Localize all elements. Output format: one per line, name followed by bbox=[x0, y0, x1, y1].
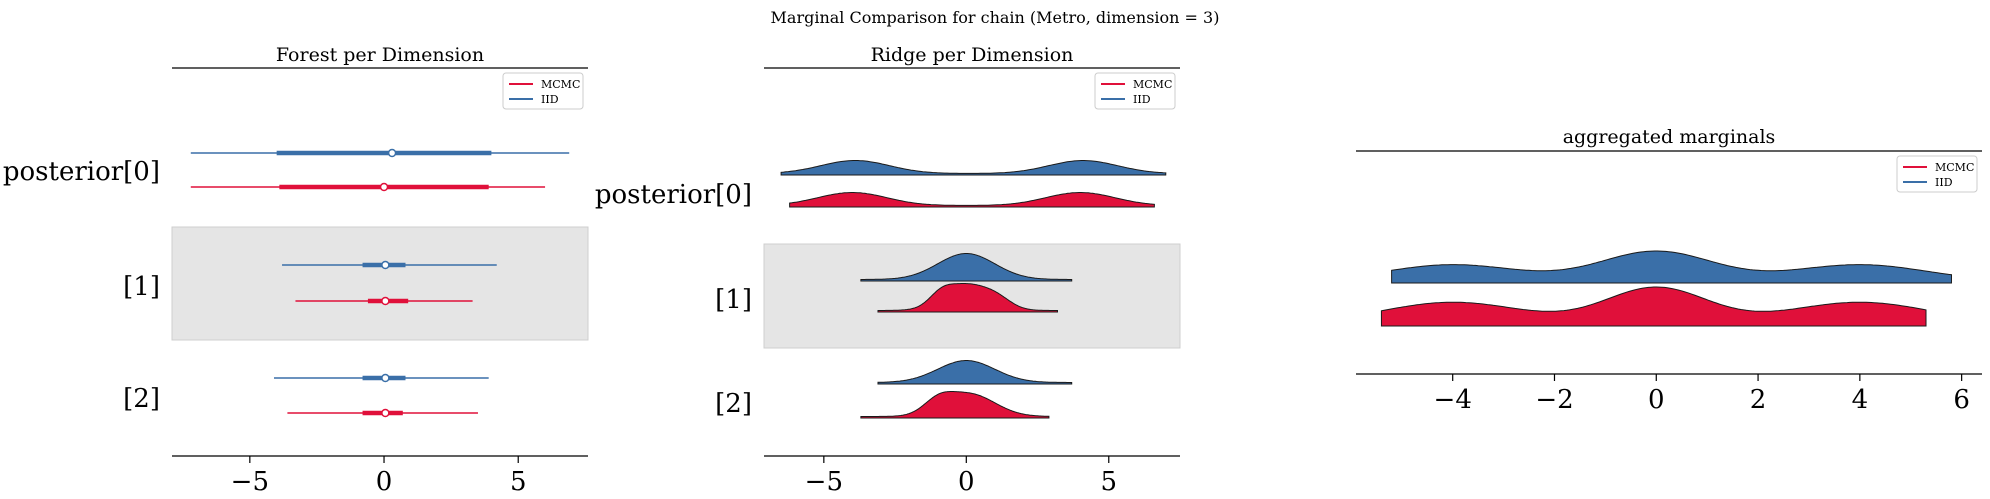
ridge-row-label: [1] bbox=[715, 285, 752, 315]
ridge-density-mcmc bbox=[877, 283, 1059, 313]
forest-mean-point bbox=[387, 148, 397, 158]
forest-panel: Forest per Dimension −5 0 5 posterior[0] [1] [… bbox=[3, 44, 589, 497]
agg-legend-label: MCMC bbox=[1935, 161, 1974, 174]
agg-title: aggregated marginals bbox=[1563, 126, 1776, 148]
figure-suptitle: Marginal Comparison for chain (Metro, di… bbox=[771, 8, 1220, 27]
agg-x-tick-label: 4 bbox=[1852, 385, 1869, 415]
agg-x-tick-label: −2 bbox=[1535, 385, 1573, 415]
ridge-x-tick-label: −5 bbox=[805, 467, 843, 497]
forest-row-label: [1] bbox=[123, 272, 160, 302]
forest-row-label: posterior[0] bbox=[3, 157, 160, 187]
ridge-density-mcmc bbox=[860, 391, 1050, 419]
agg-density-iid bbox=[1391, 250, 1953, 284]
ridge-density-mcmc bbox=[789, 192, 1155, 208]
forest-legend-label: IID bbox=[541, 93, 559, 106]
agg-x-tick-label: 0 bbox=[1648, 385, 1665, 415]
forest-mean-point bbox=[381, 408, 390, 418]
forest-x-tick-label: −5 bbox=[231, 467, 269, 497]
aggregated-panel: aggregated marginals −4 −2 0 2 4 6 MCMC IID bbox=[1356, 126, 1982, 415]
forest-mean-point bbox=[381, 373, 390, 383]
forest-legend-label: MCMC bbox=[541, 78, 580, 91]
ridge-legend-label: IID bbox=[1133, 93, 1151, 106]
ridge-legend-label: MCMC bbox=[1133, 78, 1172, 91]
ridge-title: Ridge per Dimension bbox=[871, 44, 1074, 66]
forest-x-tick-label: 0 bbox=[376, 467, 393, 497]
agg-legend-label: IID bbox=[1935, 176, 1953, 189]
forest-title: Forest per Dimension bbox=[276, 44, 484, 66]
forest-row-label: [2] bbox=[123, 384, 160, 414]
ridge-row-label: [2] bbox=[715, 389, 752, 419]
ridge-row-label: posterior[0] bbox=[595, 180, 752, 210]
agg-x-tick-label: 2 bbox=[1750, 385, 1767, 415]
forest-mean-point bbox=[381, 296, 390, 306]
ridge-panel: Ridge per Dimension −5 0 5 posterior[0] [1] [2… bbox=[595, 44, 1181, 497]
agg-density-mcmc bbox=[1380, 286, 1927, 327]
agg-x-tick-label: −4 bbox=[1434, 385, 1472, 415]
agg-x-tick-label: 6 bbox=[1953, 385, 1970, 415]
ridge-density-iid bbox=[860, 253, 1073, 282]
ridge-density-iid bbox=[780, 160, 1167, 176]
forest-x-tick-label: 5 bbox=[510, 467, 527, 497]
forest-row-band bbox=[171, 226, 589, 341]
ridge-density-iid bbox=[877, 360, 1073, 385]
forest-mean-point bbox=[381, 260, 390, 270]
forest-mean-point bbox=[379, 182, 389, 192]
ridge-x-tick-label: 0 bbox=[958, 467, 975, 497]
ridge-x-tick-label: 5 bbox=[1100, 467, 1117, 497]
